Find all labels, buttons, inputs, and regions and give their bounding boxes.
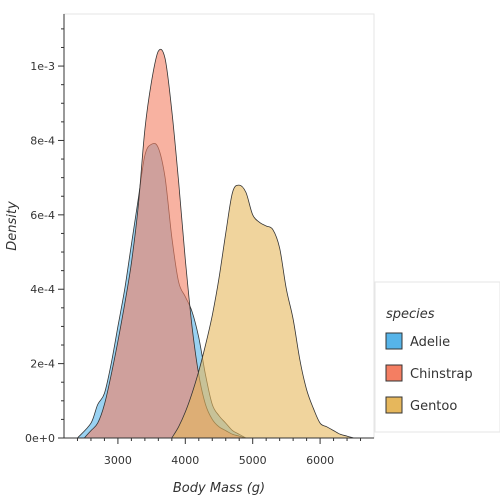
y-axis-ticks: 0e+0 2e-4 4e-4 6e-4 8e-4 1e-3 [25, 28, 64, 445]
legend-label-adelie: Adelie [410, 335, 450, 350]
density-area-gentoo [171, 184, 354, 439]
legend-swatch-adelie [385, 332, 403, 350]
legend-title: species [386, 307, 435, 322]
y-tick-label: 6e-4 [30, 209, 55, 222]
legend-label-chinstrap: Chinstrap [410, 367, 473, 382]
x-tick-label: 3000 [104, 454, 132, 467]
density-areas [76, 48, 354, 439]
x-axis-ticks: 3000 4000 5000 6000 [76, 438, 362, 467]
legend: species Adelie Chinstrap Gentoo [374, 281, 500, 433]
legend-label-gentoo: Gentoo [410, 399, 457, 414]
x-tick-label: 4000 [171, 454, 199, 467]
y-tick-label: 1e-3 [30, 60, 55, 73]
y-tick-label: 4e-4 [30, 283, 55, 296]
x-tick-label: 6000 [306, 454, 334, 467]
legend-swatch-gentoo [385, 396, 403, 414]
x-axis-label: Body Mass (g) [173, 481, 265, 496]
y-tick-label: 0e+0 [25, 432, 55, 445]
y-tick-label: 2e-4 [30, 358, 55, 371]
x-tick-label: 5000 [239, 454, 267, 467]
legend-swatch-chinstrap [385, 364, 403, 382]
y-tick-label: 8e-4 [30, 134, 55, 147]
y-axis-label: Density [5, 201, 20, 251]
